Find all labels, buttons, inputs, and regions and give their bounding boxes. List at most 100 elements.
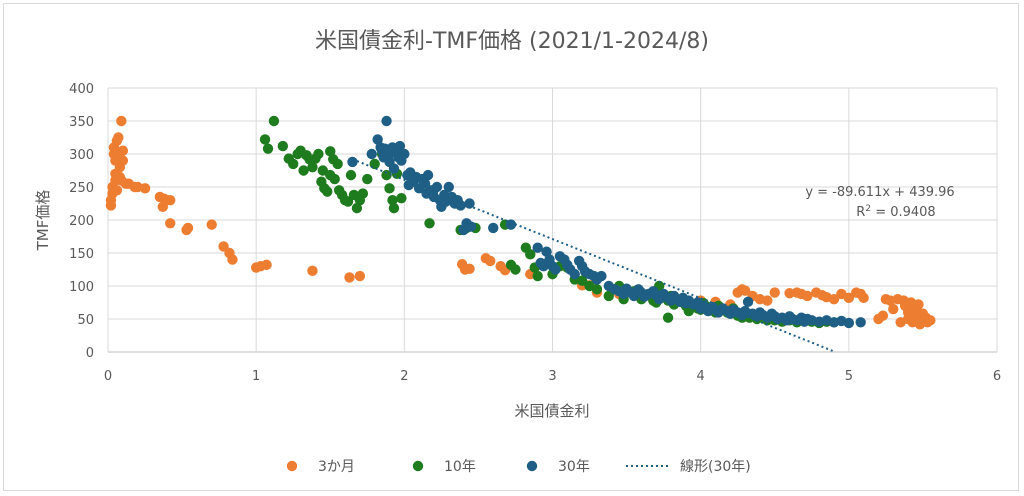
data-point bbox=[532, 270, 543, 282]
data-points bbox=[105, 115, 936, 330]
data-point bbox=[298, 165, 309, 176]
data-point bbox=[317, 165, 329, 176]
data-point bbox=[357, 188, 369, 199]
data-point bbox=[424, 218, 435, 229]
legend: 3か月 10年 30年 線形(30年) bbox=[286, 459, 751, 475]
data-point bbox=[855, 317, 866, 328]
data-point bbox=[596, 270, 607, 282]
data-point bbox=[769, 287, 780, 298]
data-point bbox=[541, 246, 552, 257]
data-point bbox=[431, 181, 443, 193]
data-point bbox=[464, 198, 475, 209]
legend-label: 30年 bbox=[558, 459, 590, 475]
data-point bbox=[206, 219, 217, 230]
x-tick-label: 0 bbox=[104, 369, 112, 384]
data-point bbox=[139, 183, 151, 194]
y-tick-label: 0 bbox=[86, 346, 94, 361]
legend-item-0: 3か月 bbox=[286, 459, 355, 475]
data-point bbox=[465, 221, 477, 232]
data-point bbox=[329, 173, 340, 185]
data-point bbox=[843, 317, 855, 329]
data-point bbox=[802, 290, 813, 302]
data-point bbox=[227, 254, 238, 265]
x-axis-label: 米国債金利 bbox=[514, 402, 589, 420]
data-point bbox=[396, 193, 407, 204]
y-tick-label: 100 bbox=[69, 280, 94, 295]
legend-label: 3か月 bbox=[318, 459, 355, 475]
data-point bbox=[165, 195, 176, 206]
data-point bbox=[388, 202, 400, 214]
data-point bbox=[362, 173, 373, 185]
data-point bbox=[117, 155, 129, 166]
data-point bbox=[399, 148, 410, 160]
data-point bbox=[888, 303, 899, 315]
data-point bbox=[576, 275, 588, 286]
trendline-equation: y = -89.611x + 439.96 bbox=[805, 185, 954, 200]
data-point bbox=[388, 163, 400, 174]
data-point bbox=[443, 181, 454, 193]
x-tick-label: 3 bbox=[548, 369, 556, 384]
data-point bbox=[603, 290, 615, 302]
data-point bbox=[662, 312, 674, 323]
y-axis-label: TMF価格 bbox=[34, 190, 52, 252]
r2-value: = 0.9408 bbox=[871, 205, 936, 220]
data-point bbox=[877, 310, 889, 321]
gridlines bbox=[107, 87, 998, 353]
series-0 bbox=[105, 115, 936, 330]
data-point bbox=[510, 264, 521, 275]
data-point bbox=[354, 270, 366, 282]
trendline-30y bbox=[352, 158, 836, 353]
y-axis-ticks: 0 50 100 150 200 250 300 350 400 bbox=[69, 82, 94, 361]
data-point bbox=[218, 241, 229, 252]
data-point bbox=[342, 196, 354, 207]
legend-label: 線形(30年) bbox=[680, 459, 751, 475]
data-point bbox=[422, 169, 434, 181]
data-point bbox=[288, 158, 299, 170]
legend-marker bbox=[526, 460, 538, 472]
data-point bbox=[345, 169, 357, 181]
data-point bbox=[165, 218, 176, 229]
legend-label: 10年 bbox=[444, 459, 476, 475]
data-point bbox=[117, 145, 129, 156]
y-tick-label: 350 bbox=[69, 115, 94, 130]
data-point bbox=[742, 296, 754, 308]
data-point bbox=[739, 285, 751, 296]
data-point bbox=[488, 222, 499, 234]
data-point bbox=[113, 132, 124, 143]
r2-superscript: 2 bbox=[865, 204, 871, 214]
data-point bbox=[351, 202, 363, 214]
data-point bbox=[384, 183, 395, 194]
data-point bbox=[925, 315, 936, 326]
data-point bbox=[344, 272, 355, 283]
x-axis-ticks: 0 1 2 3 4 5 6 bbox=[104, 369, 1001, 384]
chart-frame bbox=[3, 3, 1019, 491]
y-tick-label: 50 bbox=[77, 313, 94, 328]
trendline-r-squared: R2 = 0.9408 bbox=[856, 204, 935, 220]
data-point bbox=[347, 156, 358, 168]
data-point bbox=[366, 148, 377, 160]
data-point bbox=[591, 284, 603, 295]
chart-title: 米国債金利-TMF価格 (2021/1-2024/8) bbox=[315, 29, 709, 54]
data-point bbox=[464, 263, 475, 275]
x-tick-label: 4 bbox=[697, 369, 705, 384]
y-tick-label: 300 bbox=[69, 148, 94, 163]
data-point bbox=[569, 268, 580, 280]
data-point bbox=[116, 115, 127, 127]
legend-item-2: 30年 bbox=[526, 459, 590, 475]
y-tick-label: 200 bbox=[69, 214, 94, 229]
data-point bbox=[332, 158, 343, 170]
data-point bbox=[485, 255, 496, 267]
data-point bbox=[505, 219, 517, 230]
y-tick-label: 400 bbox=[69, 82, 94, 97]
data-point bbox=[394, 140, 406, 152]
legend-marker bbox=[286, 460, 298, 472]
data-point bbox=[322, 186, 333, 197]
legend-marker bbox=[412, 460, 424, 472]
data-point bbox=[843, 292, 855, 304]
r2-prefix: R bbox=[856, 205, 865, 220]
data-point bbox=[381, 115, 392, 127]
data-point bbox=[455, 200, 466, 211]
data-point bbox=[111, 185, 123, 196]
data-point bbox=[277, 140, 289, 152]
data-point bbox=[372, 134, 383, 145]
